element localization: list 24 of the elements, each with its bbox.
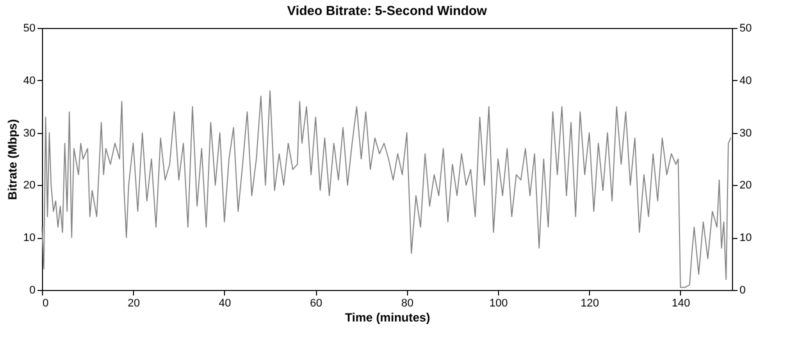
x-tick-label: 60 [310, 298, 322, 310]
y2-tick-label: 20 [740, 180, 752, 192]
x-tick-label: 20 [128, 298, 140, 310]
y2-tick-label: 30 [740, 127, 752, 140]
x-tick-label: 120 [580, 298, 599, 310]
y2-tick-label: 10 [740, 232, 752, 244]
y2-tick-label: 50 [740, 22, 752, 34]
y-tick-label: 10 [23, 232, 36, 244]
y-tick-label: 40 [23, 74, 36, 87]
x-tick-label: 80 [401, 298, 414, 310]
y-tick-label: 30 [23, 127, 36, 140]
y2-tick-label: 0 [740, 284, 746, 296]
x-tick-label: 0 [42, 298, 49, 310]
y-tick-label: 20 [23, 180, 36, 192]
y-axis-title: Bitrate (Mbps) [5, 119, 20, 200]
chart-title: Video Bitrate: 5-Second Window [287, 3, 488, 18]
x-tick-label: 140 [672, 298, 690, 310]
y-tick-label: 0 [29, 284, 36, 296]
x-tick-label: 100 [489, 298, 508, 310]
x-axis-title: Time (minutes) [344, 310, 430, 324]
y-tick-label: 50 [23, 22, 36, 34]
x-tick-label: 40 [218, 298, 232, 310]
y2-tick-label: 40 [740, 74, 752, 87]
line-series [42, 90, 732, 288]
